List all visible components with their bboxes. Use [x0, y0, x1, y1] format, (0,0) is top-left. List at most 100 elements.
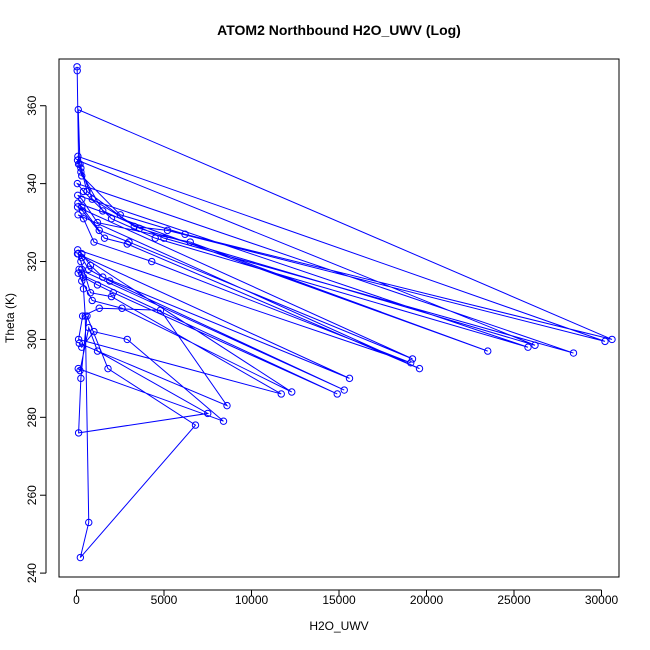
data-point [288, 388, 296, 396]
data-point [78, 195, 86, 203]
data-point [160, 234, 168, 242]
data-point [79, 285, 88, 293]
data-point [76, 553, 85, 562]
y-tick-label: 360 [25, 95, 39, 115]
data-point [78, 312, 87, 320]
data-point [93, 218, 102, 227]
data-point [83, 187, 91, 196]
data-point [73, 203, 82, 211]
data-point [77, 168, 85, 176]
data-point [74, 105, 82, 114]
data-point [78, 207, 87, 215]
data-point [340, 386, 348, 394]
data-point [79, 187, 88, 196]
data-point [123, 240, 131, 248]
data-point [79, 273, 88, 281]
data-point [73, 156, 82, 164]
x-axis-label: H2O_UWV [309, 619, 368, 633]
data-point [151, 234, 159, 242]
data-point [88, 296, 96, 305]
data-point [484, 347, 492, 355]
data-point [74, 335, 83, 344]
data-point [74, 250, 82, 258]
y-tick-label: 280 [25, 407, 39, 427]
data-point [77, 257, 85, 266]
plot-frame [58, 58, 620, 578]
x-tick-label: 5000 [151, 593, 178, 607]
data-point [223, 401, 231, 410]
data-point [277, 390, 285, 398]
data-point [148, 257, 156, 266]
data-point [107, 292, 116, 301]
data-point [85, 518, 93, 527]
data-point [95, 226, 103, 235]
data-point [90, 238, 98, 246]
y-tick-label: 260 [25, 485, 39, 505]
data-point [74, 199, 82, 207]
data-point [93, 281, 102, 289]
data-point [86, 288, 95, 297]
y-tick-label: 320 [25, 251, 39, 271]
data-point [118, 304, 126, 312]
data-point [73, 66, 81, 75]
data-point [90, 327, 98, 336]
x-tick-label: 15000 [322, 593, 356, 607]
data-point [85, 265, 93, 274]
data-point [75, 265, 83, 274]
y-axis-label: Theta (K) [3, 293, 17, 343]
data-point [531, 341, 539, 349]
chart-title: ATOM2 Northbound H2O_UWV (Log) [217, 22, 461, 38]
y-tick-label: 240 [25, 563, 39, 583]
y-tick-label: 300 [25, 329, 39, 349]
x-tick-label: 0 [73, 593, 80, 607]
data-point [75, 339, 84, 348]
data-point [408, 355, 417, 363]
data-point [181, 230, 189, 238]
data-point [407, 359, 415, 367]
data-point [186, 238, 194, 246]
x-tick-label: 10000 [235, 593, 269, 607]
data-point [608, 335, 616, 344]
data-point [125, 238, 133, 246]
data-point [99, 273, 107, 281]
data-point [73, 63, 81, 71]
data-point [116, 211, 124, 219]
y-tick-label: 340 [25, 173, 39, 193]
x-tick-label: 30000 [585, 593, 619, 607]
data-point [74, 364, 82, 373]
data-point [73, 179, 82, 188]
data-point [76, 366, 84, 375]
data-point [78, 253, 86, 262]
data-point [74, 152, 82, 161]
data-point [107, 214, 116, 223]
data-point [77, 374, 85, 383]
data-point [130, 222, 138, 231]
data-point [99, 207, 107, 215]
data-point [74, 191, 82, 200]
data-point [78, 343, 86, 351]
data-point [78, 203, 86, 211]
data-point [163, 226, 172, 235]
data-point [204, 409, 212, 418]
data-point [345, 374, 354, 383]
data-point [74, 429, 83, 437]
data-point [78, 250, 86, 258]
data-point [156, 306, 165, 314]
data-point [123, 335, 131, 344]
data-point [415, 364, 424, 373]
data-point [100, 234, 109, 242]
data-point [109, 288, 117, 297]
plot-area [73, 63, 616, 562]
data-point [88, 195, 96, 203]
data-point [81, 312, 89, 320]
data-point [74, 211, 82, 219]
data-point [191, 421, 200, 429]
data-point [333, 390, 341, 398]
data-point [104, 364, 112, 373]
data-point [135, 224, 144, 233]
data-point [85, 324, 93, 332]
data-point [78, 277, 86, 285]
data-point [93, 347, 102, 355]
data-point [78, 172, 86, 180]
data-point [76, 160, 84, 168]
